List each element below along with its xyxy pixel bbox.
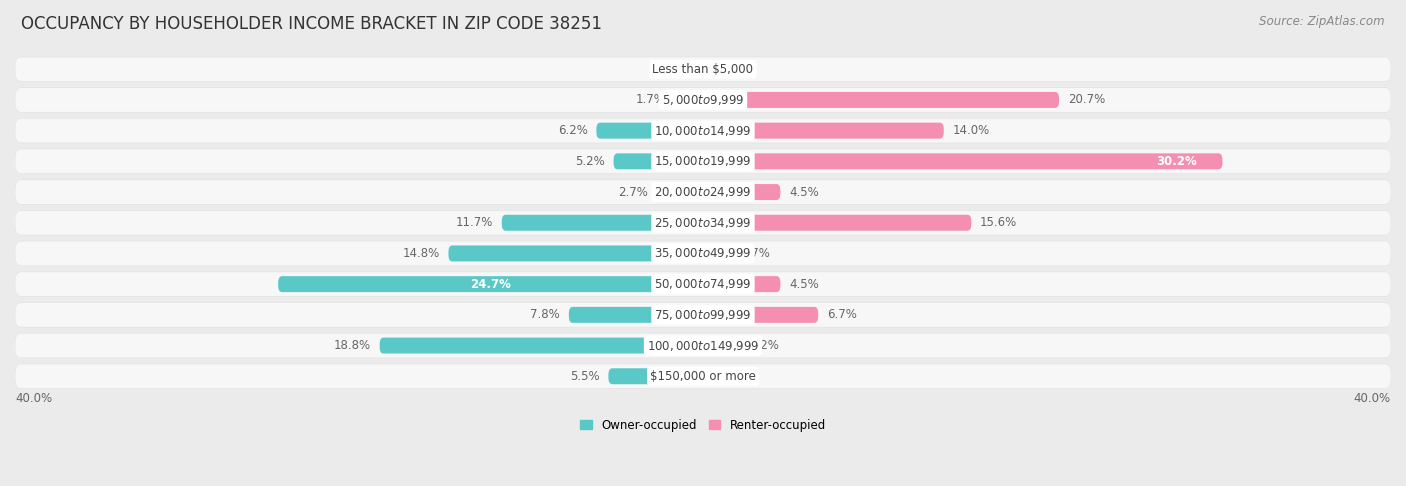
Text: 2.2%: 2.2% (749, 339, 779, 352)
Legend: Owner-occupied, Renter-occupied: Owner-occupied, Renter-occupied (575, 414, 831, 436)
Text: 20.7%: 20.7% (1067, 93, 1105, 106)
FancyBboxPatch shape (15, 57, 1391, 81)
FancyBboxPatch shape (703, 154, 1222, 169)
FancyBboxPatch shape (15, 211, 1391, 235)
FancyBboxPatch shape (15, 88, 1391, 112)
FancyBboxPatch shape (15, 272, 1391, 297)
FancyBboxPatch shape (15, 302, 1391, 328)
FancyBboxPatch shape (703, 338, 741, 353)
FancyBboxPatch shape (673, 92, 703, 108)
FancyBboxPatch shape (15, 180, 1391, 204)
Text: 18.8%: 18.8% (333, 339, 371, 352)
Text: $20,000 to $24,999: $20,000 to $24,999 (654, 185, 752, 199)
FancyBboxPatch shape (502, 215, 703, 231)
FancyBboxPatch shape (609, 368, 703, 384)
FancyBboxPatch shape (657, 184, 703, 200)
FancyBboxPatch shape (703, 92, 1059, 108)
Text: Less than $5,000: Less than $5,000 (652, 63, 754, 76)
Text: 0.0%: 0.0% (711, 63, 741, 76)
FancyBboxPatch shape (15, 179, 1391, 205)
FancyBboxPatch shape (703, 184, 780, 200)
Text: 1.7%: 1.7% (741, 247, 770, 260)
Text: 40.0%: 40.0% (1354, 392, 1391, 405)
Text: 30.2%: 30.2% (1156, 155, 1197, 168)
FancyBboxPatch shape (449, 245, 703, 261)
FancyBboxPatch shape (569, 307, 703, 323)
FancyBboxPatch shape (703, 276, 780, 292)
Text: $75,000 to $99,999: $75,000 to $99,999 (654, 308, 752, 322)
Text: 14.8%: 14.8% (402, 247, 440, 260)
Text: $5,000 to $9,999: $5,000 to $9,999 (662, 93, 744, 107)
FancyBboxPatch shape (15, 241, 1391, 266)
Text: $25,000 to $34,999: $25,000 to $34,999 (654, 216, 752, 230)
Text: 5.5%: 5.5% (571, 370, 600, 383)
FancyBboxPatch shape (703, 245, 733, 261)
Text: $15,000 to $19,999: $15,000 to $19,999 (654, 155, 752, 168)
Text: 6.7%: 6.7% (827, 308, 856, 321)
FancyBboxPatch shape (688, 61, 703, 77)
FancyBboxPatch shape (15, 364, 1391, 388)
Text: Source: ZipAtlas.com: Source: ZipAtlas.com (1260, 15, 1385, 28)
Text: $100,000 to $149,999: $100,000 to $149,999 (647, 339, 759, 352)
FancyBboxPatch shape (15, 364, 1391, 389)
Text: 24.7%: 24.7% (470, 278, 510, 291)
FancyBboxPatch shape (703, 122, 943, 139)
FancyBboxPatch shape (15, 57, 1391, 82)
FancyBboxPatch shape (15, 149, 1391, 174)
Text: 4.5%: 4.5% (789, 186, 818, 199)
Text: 0.0%: 0.0% (711, 370, 741, 383)
FancyBboxPatch shape (380, 338, 703, 353)
FancyBboxPatch shape (15, 119, 1391, 142)
Text: $50,000 to $74,999: $50,000 to $74,999 (654, 277, 752, 291)
Text: $150,000 or more: $150,000 or more (650, 370, 756, 383)
Text: 2.7%: 2.7% (619, 186, 648, 199)
FancyBboxPatch shape (15, 87, 1391, 113)
Text: 7.8%: 7.8% (530, 308, 560, 321)
Text: 11.7%: 11.7% (456, 216, 494, 229)
Text: 15.6%: 15.6% (980, 216, 1017, 229)
FancyBboxPatch shape (15, 272, 1391, 296)
FancyBboxPatch shape (15, 242, 1391, 265)
Text: 6.2%: 6.2% (558, 124, 588, 137)
FancyBboxPatch shape (703, 307, 818, 323)
FancyBboxPatch shape (703, 215, 972, 231)
Text: 5.2%: 5.2% (575, 155, 605, 168)
Text: $35,000 to $49,999: $35,000 to $49,999 (654, 246, 752, 260)
FancyBboxPatch shape (15, 210, 1391, 235)
FancyBboxPatch shape (278, 276, 703, 292)
FancyBboxPatch shape (596, 122, 703, 139)
Text: 1.7%: 1.7% (636, 93, 665, 106)
FancyBboxPatch shape (613, 154, 703, 169)
FancyBboxPatch shape (15, 149, 1391, 174)
Text: OCCUPANCY BY HOUSEHOLDER INCOME BRACKET IN ZIP CODE 38251: OCCUPANCY BY HOUSEHOLDER INCOME BRACKET … (21, 15, 602, 33)
Text: 40.0%: 40.0% (15, 392, 52, 405)
FancyBboxPatch shape (15, 118, 1391, 143)
FancyBboxPatch shape (15, 303, 1391, 327)
Text: $10,000 to $14,999: $10,000 to $14,999 (654, 123, 752, 138)
FancyBboxPatch shape (15, 333, 1391, 358)
Text: 14.0%: 14.0% (952, 124, 990, 137)
FancyBboxPatch shape (15, 333, 1391, 358)
Text: 0.9%: 0.9% (650, 63, 679, 76)
Text: 4.5%: 4.5% (789, 278, 818, 291)
